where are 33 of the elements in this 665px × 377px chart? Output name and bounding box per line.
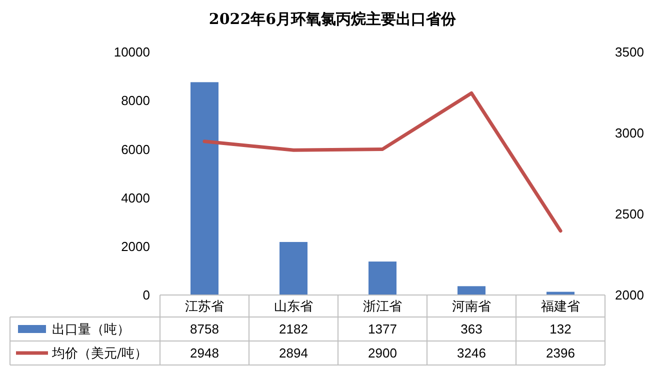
y-tick-label: 8000 — [121, 93, 150, 108]
y-tick-label: 0 — [142, 288, 150, 303]
data-label: 2894 — [279, 346, 308, 361]
data-label: 8758 — [190, 322, 219, 337]
x-tick-label: 江苏省 — [185, 300, 224, 315]
data-label: 1377 — [368, 322, 397, 337]
y2-tick-label: 2000 — [615, 288, 644, 303]
bar — [190, 82, 218, 295]
data-label: 2182 — [279, 322, 308, 337]
y-tick-label: 6000 — [121, 142, 150, 157]
x-tick-label: 福建省 — [541, 300, 580, 315]
y-tick-label: 10000 — [114, 44, 150, 60]
data-label: 363 — [460, 322, 482, 337]
y2-tick-label: 3000 — [615, 126, 644, 141]
data-label: 2396 — [546, 346, 575, 361]
x-tick-label: 河南省 — [452, 300, 491, 315]
data-label: 2900 — [368, 346, 397, 361]
y-tick-label: 4000 — [121, 190, 150, 206]
bar — [458, 286, 486, 295]
legend-label: 出口量（吨） — [52, 322, 130, 338]
line-series — [202, 91, 562, 233]
y-tick-label: 2000 — [121, 238, 150, 254]
legend-label: 均价（美元/吨） — [51, 346, 148, 362]
bar — [368, 262, 396, 295]
data-label: 3246 — [457, 346, 486, 361]
y2-tick-label: 2500 — [615, 206, 644, 222]
data-label: 132 — [550, 322, 572, 337]
y2-tick-label: 3500 — [615, 44, 644, 60]
x-tick-label: 山东省 — [274, 300, 313, 315]
bar — [280, 242, 308, 295]
x-tick-label: 浙江省 — [363, 300, 402, 315]
chart-title: 2022年6月环氧氯丙烷主要出口省份 — [208, 10, 458, 28]
data-label: 2948 — [190, 346, 219, 361]
